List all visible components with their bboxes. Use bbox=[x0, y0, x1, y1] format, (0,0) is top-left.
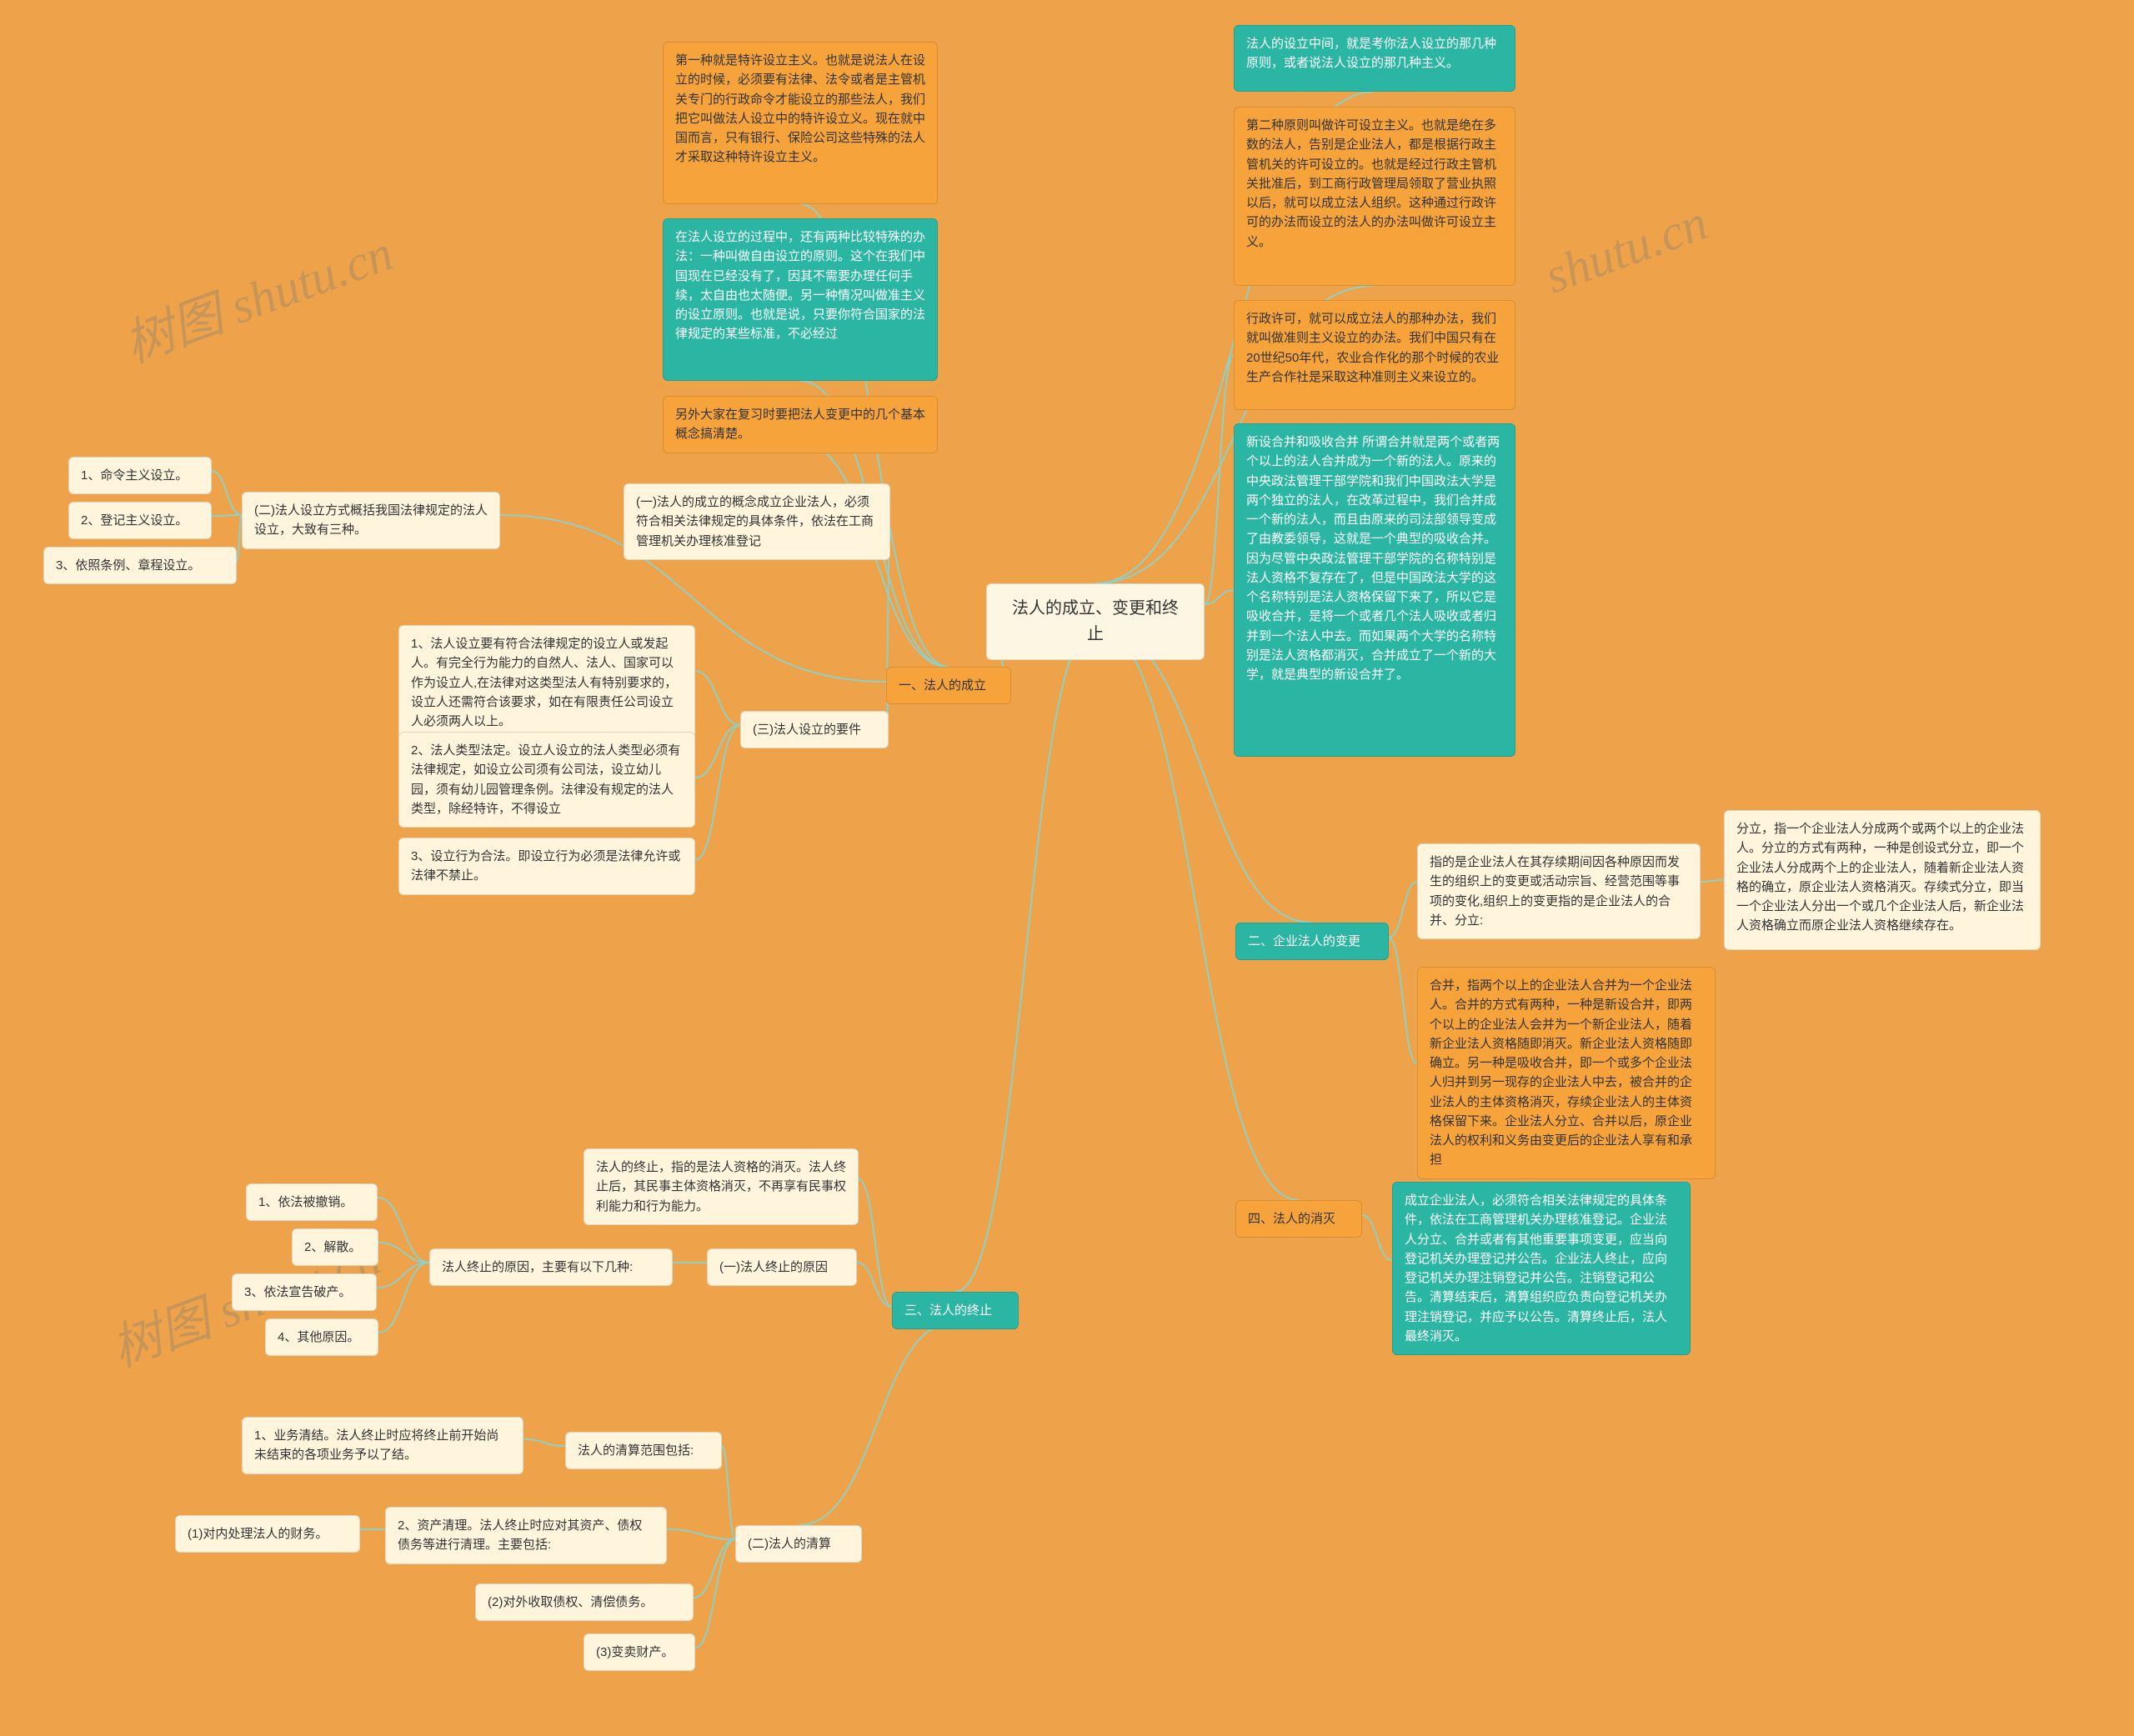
connector bbox=[1701, 880, 1724, 882]
connector bbox=[667, 1529, 735, 1539]
mindmap-canvas: 树图 shutu.cn树图 shutu.cn树图 shutu.cnshutu.c… bbox=[0, 0, 2134, 1736]
node-l3a2[interactable]: 2、解散。 bbox=[292, 1228, 378, 1266]
node-l3b2c[interactable]: (3)变卖财产。 bbox=[584, 1633, 695, 1671]
node-r0c[interactable]: 行政许可，就可以成立法人的那种办法，我们就叫做准则主义设立的办法。我们中国只有在… bbox=[1234, 300, 1515, 410]
node-r4a[interactable]: 成立企业法人，必须符合相关法律规定的具体条件，依法在工商管理机关办理核准登记。企… bbox=[1392, 1182, 1691, 1355]
node-l1b[interactable]: 在法人设立的过程中，还有两种比较特殊的办法：一种叫做自由设立的原则。这个在我们中… bbox=[663, 218, 938, 381]
node-l1e2[interactable]: 2、登记主义设立。 bbox=[68, 502, 212, 539]
node-l3b1[interactable]: 1、业务清结。法人终止时应将终止前开始尚未结束的各项业务予以了结。 bbox=[242, 1417, 523, 1474]
connector bbox=[722, 1446, 735, 1539]
node-s1[interactable]: 一、法人的成立 bbox=[886, 667, 1011, 704]
root-node[interactable]: 法人的成立、变更和终止 bbox=[986, 583, 1205, 660]
node-l1e1[interactable]: 1、命令主义设立。 bbox=[68, 457, 212, 494]
connector bbox=[694, 1539, 735, 1598]
node-l3b2a[interactable]: (1)对内处理法人的财务。 bbox=[175, 1515, 360, 1553]
connector bbox=[859, 1179, 892, 1307]
connector bbox=[378, 1243, 429, 1263]
connector bbox=[212, 471, 242, 515]
connector bbox=[1205, 590, 1234, 604]
node-l1f2[interactable]: 2、法人类型法定。设立人设立的法人类型必须有法律规定，如设立公司须有公司法，设立… bbox=[398, 732, 695, 828]
connector bbox=[1362, 1215, 1392, 1260]
watermark: 树图 shutu.cn bbox=[113, 213, 401, 377]
node-l3b[interactable]: (二)法人的清算 bbox=[735, 1525, 862, 1563]
connector bbox=[695, 725, 740, 860]
node-l3a0[interactable]: 法人终止的原因，主要有以下几种: bbox=[429, 1248, 673, 1286]
node-l3a1[interactable]: 1、依法被撤销。 bbox=[246, 1183, 378, 1221]
node-r0d[interactable]: 新设合并和吸收合并 所谓合并就是两个或者两个以上的法人合并成为一个新的法人。原来… bbox=[1234, 423, 1515, 757]
connector bbox=[857, 1263, 892, 1307]
node-l3a4[interactable]: 4、其他原因。 bbox=[265, 1318, 378, 1356]
node-l1e[interactable]: (二)法人设立方式概括我国法律规定的法人设立，大致有三种。 bbox=[242, 492, 500, 549]
node-l3b2[interactable]: 2、资产清理。法人终止时应对其资产、债权债务等进行清理。主要包括: bbox=[385, 1507, 667, 1564]
node-l1a[interactable]: 第一种就是特许设立主义。也就是说法人在设立的时候，必须要有法律、法令或者是主管机… bbox=[663, 42, 938, 204]
node-r2b[interactable]: 合并，指两个以上的企业法人合并为一个企业法人。合并的方式有两种，一种是新设合并，… bbox=[1417, 967, 1716, 1179]
connector bbox=[695, 1539, 735, 1648]
node-l1f3[interactable]: 3、设立行为合法。即设立行为必须是法律允许或法律不禁止。 bbox=[398, 838, 695, 895]
connector bbox=[1205, 355, 1234, 604]
connector bbox=[799, 1322, 955, 1525]
connector bbox=[955, 625, 1095, 1292]
connector bbox=[378, 1198, 429, 1263]
node-l1d[interactable]: (一)法人的成立的概念成立企业法人，必须符合相关法律规定的具体条件，依法在工商管… bbox=[624, 483, 890, 560]
connector bbox=[378, 1263, 429, 1333]
connector bbox=[523, 1439, 565, 1446]
watermark: shutu.cn bbox=[1537, 194, 1715, 306]
connector bbox=[1389, 882, 1417, 938]
node-s4[interactable]: 四、法人的消灭 bbox=[1235, 1200, 1362, 1238]
connector bbox=[1389, 938, 1417, 1063]
connector bbox=[695, 671, 740, 725]
node-r0a[interactable]: 法人的设立中间，就是考你法人设立的那几种原则，或者说法人设立的那几种主义。 bbox=[1234, 25, 1515, 92]
node-s3[interactable]: 三、法人的终止 bbox=[892, 1292, 1019, 1329]
node-l1e3[interactable]: 3、依照条例、章程设立。 bbox=[43, 547, 237, 584]
node-r2a[interactable]: 指的是企业法人在其存续期间因各种原因而发生的组织上的变更或活动宗旨、经营范围等事… bbox=[1417, 843, 1701, 939]
node-l1f[interactable]: (三)法人设立的要件 bbox=[740, 711, 889, 748]
node-l1c[interactable]: 另外大家在复习时要把法人变更中的几个基本概念搞清楚。 bbox=[663, 396, 938, 453]
connector bbox=[212, 515, 242, 516]
node-l3a[interactable]: (一)法人终止的原因 bbox=[707, 1248, 857, 1286]
connector bbox=[377, 1263, 429, 1288]
node-l3b2b[interactable]: (2)对外收取债权、清偿债务。 bbox=[475, 1583, 694, 1621]
node-r0b[interactable]: 第二种原则叫做许可设立主义。也就是绝在多数的法人，告别是企业法人，都是根据行政主… bbox=[1234, 107, 1515, 286]
node-l3b0[interactable]: 法人的清算范围包括: bbox=[565, 1432, 722, 1469]
node-l3top[interactable]: 法人的终止，指的是法人资格的消灭。法人终止后，其民事主体资格消灭，不再享有民事权… bbox=[584, 1148, 859, 1225]
node-l3a3[interactable]: 3、依法宣告破产。 bbox=[232, 1273, 377, 1311]
connector bbox=[695, 725, 740, 778]
node-s2[interactable]: 二、企业法人的变更 bbox=[1235, 923, 1389, 960]
node-r2a1[interactable]: 分立，指一个企业法人分成两个或两个以上的企业法人。分立的方式有两种，一种是创设式… bbox=[1724, 810, 2041, 950]
node-l1f1[interactable]: 1、法人设立要有符合法律规定的设立人或发起人。有完全行为能力的自然人、法人、国家… bbox=[398, 625, 695, 740]
